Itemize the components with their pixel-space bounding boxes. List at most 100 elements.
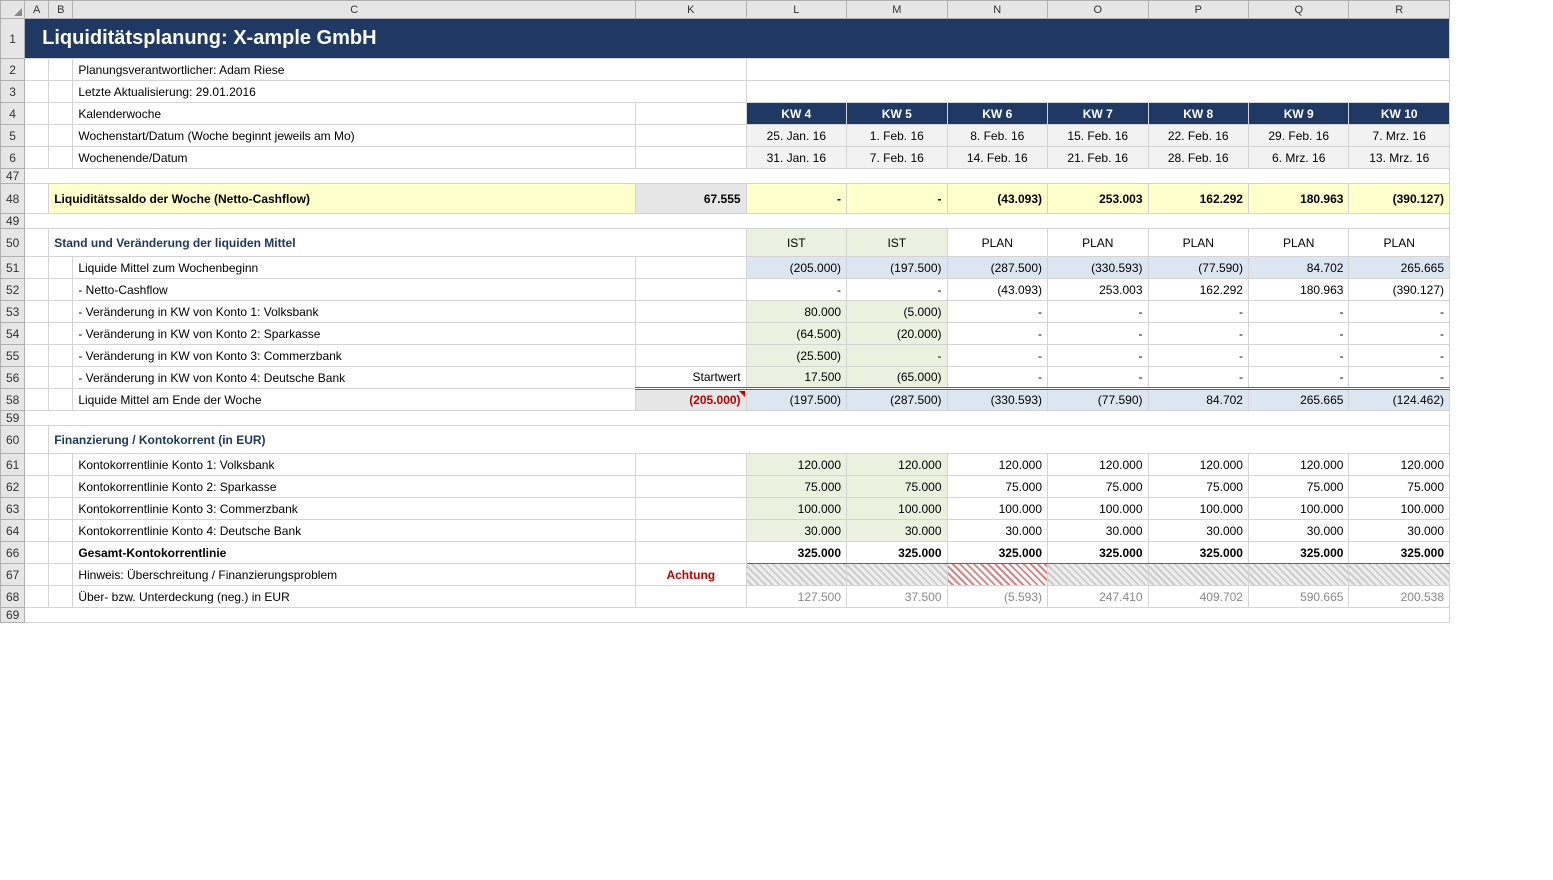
kk2-4[interactable]: 75.000: [1148, 476, 1248, 498]
kk4-2[interactable]: 30.000: [947, 520, 1047, 542]
saldo-5[interactable]: 180.963: [1248, 184, 1348, 214]
col-Q[interactable]: Q: [1248, 1, 1348, 19]
row-53[interactable]: 53 - Veränderung in KW von Konto 1: Volk…: [1, 301, 1450, 323]
kk3-0[interactable]: 100.000: [746, 498, 846, 520]
wkend-4[interactable]: 28. Feb. 16: [1148, 147, 1248, 169]
kksum-3[interactable]: 325.000: [1048, 542, 1148, 564]
kk3-4[interactable]: 100.000: [1148, 498, 1248, 520]
istplan-6[interactable]: PLAN: [1349, 229, 1450, 257]
row-1[interactable]: 1 Liquiditätsplanung: X-ample GmbH: [1, 19, 1450, 59]
row-48[interactable]: 48 Liquiditätssaldo der Woche (Netto-Cas…: [1, 184, 1450, 214]
kk2-6[interactable]: 75.000: [1349, 476, 1450, 498]
end-2[interactable]: (330.593): [947, 389, 1047, 411]
row-hdr-2[interactable]: 2: [1, 59, 25, 81]
kk1-6[interactable]: 120.000: [1349, 454, 1450, 476]
saldo-2[interactable]: (43.093): [947, 184, 1047, 214]
cover-3[interactable]: 247.410: [1048, 586, 1148, 608]
chg2-3[interactable]: -: [1048, 323, 1148, 345]
row-2[interactable]: 2 Planungsverantwortlicher: Adam Riese: [1, 59, 1450, 81]
wkstart-5[interactable]: 29. Feb. 16: [1248, 125, 1348, 147]
cover-4[interactable]: 409.702: [1148, 586, 1248, 608]
kksum-6[interactable]: 325.000: [1349, 542, 1450, 564]
end-K[interactable]: (205.000): [636, 389, 747, 411]
wkstart-2[interactable]: 8. Feb. 16: [947, 125, 1047, 147]
row-hdr-54[interactable]: 54: [1, 323, 25, 345]
chg1-0[interactable]: 80.000: [746, 301, 846, 323]
cover-5[interactable]: 590.665: [1248, 586, 1348, 608]
ncf-4[interactable]: 162.292: [1148, 279, 1248, 301]
title-cell[interactable]: Liquiditätsplanung: X-ample GmbH: [25, 19, 1450, 59]
end-1[interactable]: (287.500): [847, 389, 947, 411]
kk3-6[interactable]: 100.000: [1349, 498, 1450, 520]
row-hdr-61[interactable]: 61: [1, 454, 25, 476]
kw-7[interactable]: KW 7: [1048, 103, 1148, 125]
col-N[interactable]: N: [947, 1, 1047, 19]
row-6[interactable]: 6 Wochenende/Datum 31. Jan. 16 7. Feb. 1…: [1, 147, 1450, 169]
saldo-4[interactable]: 162.292: [1148, 184, 1248, 214]
chg4-6[interactable]: -: [1349, 367, 1450, 389]
saldo-6[interactable]: (390.127): [1349, 184, 1450, 214]
end-3[interactable]: (77.590): [1048, 389, 1148, 411]
col-A[interactable]: A: [25, 1, 49, 19]
chg3-3[interactable]: -: [1048, 345, 1148, 367]
row-55[interactable]: 55 - Veränderung in KW von Konto 3: Comm…: [1, 345, 1450, 367]
row-hdr-1[interactable]: 1: [1, 19, 25, 59]
hatch-6[interactable]: [1349, 564, 1450, 586]
hatch-5[interactable]: [1248, 564, 1348, 586]
chg3-5[interactable]: -: [1248, 345, 1348, 367]
col-C[interactable]: C: [73, 1, 636, 19]
row-hdr-5[interactable]: 5: [1, 125, 25, 147]
begin-6[interactable]: 265.665: [1349, 257, 1450, 279]
end-5[interactable]: 265.665: [1248, 389, 1348, 411]
kk4-3[interactable]: 30.000: [1048, 520, 1148, 542]
chg1-3[interactable]: -: [1048, 301, 1148, 323]
row-hdr-55[interactable]: 55: [1, 345, 25, 367]
chg3-0[interactable]: (25.500): [746, 345, 846, 367]
row-hdr-53[interactable]: 53: [1, 301, 25, 323]
end-6[interactable]: (124.462): [1349, 389, 1450, 411]
istplan-3[interactable]: PLAN: [1048, 229, 1148, 257]
column-header-row[interactable]: A B C K L M N O P Q R: [1, 1, 1450, 19]
row-62[interactable]: 62 Kontokorrentlinie Konto 2: Sparkasse …: [1, 476, 1450, 498]
row-68[interactable]: 68 Über- bzw. Unterdeckung (neg.) in EUR…: [1, 586, 1450, 608]
chg4-3[interactable]: -: [1048, 367, 1148, 389]
begin-4[interactable]: (77.590): [1148, 257, 1248, 279]
istplan-4[interactable]: PLAN: [1148, 229, 1248, 257]
kksum-5[interactable]: 325.000: [1248, 542, 1348, 564]
chg4-2[interactable]: -: [947, 367, 1047, 389]
begin-1[interactable]: (197.500): [847, 257, 947, 279]
chg4-0[interactable]: 17.500: [746, 367, 846, 389]
kksum-2[interactable]: 325.000: [947, 542, 1047, 564]
row-51[interactable]: 51 Liquide Mittel zum Wochenbeginn (205.…: [1, 257, 1450, 279]
wkend-3[interactable]: 21. Feb. 16: [1048, 147, 1148, 169]
kksum-0[interactable]: 325.000: [746, 542, 846, 564]
chg2-6[interactable]: -: [1349, 323, 1450, 345]
wkend-6[interactable]: 13. Mrz. 16: [1349, 147, 1450, 169]
begin-3[interactable]: (330.593): [1048, 257, 1148, 279]
wkend-0[interactable]: 31. Jan. 16: [746, 147, 846, 169]
col-P[interactable]: P: [1148, 1, 1248, 19]
col-K[interactable]: K: [636, 1, 747, 19]
row-5[interactable]: 5 Wochenstart/Datum (Woche beginnt jewei…: [1, 125, 1450, 147]
row-50[interactable]: 50 Stand und Veränderung der liquiden Mi…: [1, 229, 1450, 257]
achtung-cell[interactable]: Achtung: [636, 564, 747, 586]
row-58[interactable]: 58 Liquide Mittel am Ende der Woche (205…: [1, 389, 1450, 411]
chg1-2[interactable]: -: [947, 301, 1047, 323]
cover-0[interactable]: 127.500: [746, 586, 846, 608]
col-R[interactable]: R: [1349, 1, 1450, 19]
chg1-4[interactable]: -: [1148, 301, 1248, 323]
istplan-1[interactable]: IST: [847, 229, 947, 257]
kk2-1[interactable]: 75.000: [847, 476, 947, 498]
col-L[interactable]: L: [746, 1, 846, 19]
kw-4[interactable]: KW 4: [746, 103, 846, 125]
select-all-corner[interactable]: [1, 1, 25, 19]
kk3-3[interactable]: 100.000: [1048, 498, 1148, 520]
chg3-2[interactable]: -: [947, 345, 1047, 367]
chg1-1[interactable]: (5.000): [847, 301, 947, 323]
begin-0[interactable]: (205.000): [746, 257, 846, 279]
kk2-5[interactable]: 75.000: [1248, 476, 1348, 498]
end-4[interactable]: 84.702: [1148, 389, 1248, 411]
cover-1[interactable]: 37.500: [847, 586, 947, 608]
hatch-4[interactable]: [1148, 564, 1248, 586]
chg4-4[interactable]: -: [1148, 367, 1248, 389]
